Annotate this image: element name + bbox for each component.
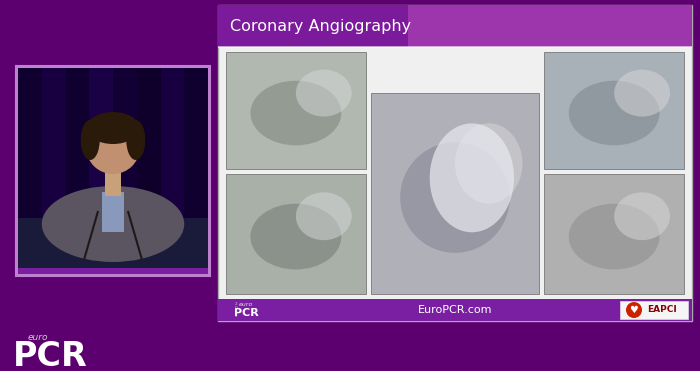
- Ellipse shape: [296, 70, 351, 116]
- Ellipse shape: [296, 192, 351, 240]
- Bar: [226, 174, 365, 294]
- Text: EAPCI: EAPCI: [647, 305, 677, 315]
- Bar: [545, 52, 684, 170]
- Bar: [66, 68, 90, 232]
- Text: PCR: PCR: [234, 308, 258, 318]
- Ellipse shape: [400, 142, 510, 253]
- Bar: [90, 68, 113, 232]
- Bar: [407, 5, 692, 47]
- Bar: [160, 68, 184, 232]
- Bar: [218, 299, 692, 321]
- Ellipse shape: [569, 81, 659, 145]
- Bar: [184, 68, 208, 232]
- Bar: [218, 5, 692, 47]
- Circle shape: [626, 302, 642, 318]
- Ellipse shape: [251, 204, 341, 269]
- Ellipse shape: [42, 186, 184, 262]
- Bar: [18, 268, 208, 274]
- Text: euro: euro: [28, 334, 48, 342]
- Bar: [106, 168, 120, 196]
- Text: EuroPCR.com: EuroPCR.com: [418, 305, 492, 315]
- Bar: [136, 68, 160, 232]
- Bar: [113, 68, 136, 232]
- Ellipse shape: [86, 112, 139, 144]
- Ellipse shape: [251, 81, 341, 145]
- Bar: [18, 218, 208, 268]
- Ellipse shape: [80, 120, 99, 160]
- Bar: [18, 68, 42, 232]
- Bar: [16, 66, 210, 276]
- Text: 2
0
2
3: 2 0 2 3: [234, 302, 237, 318]
- Bar: [620, 301, 688, 319]
- Bar: [18, 68, 208, 268]
- Ellipse shape: [86, 122, 139, 174]
- Bar: [545, 174, 684, 294]
- Bar: [102, 192, 125, 232]
- Bar: [218, 46, 692, 47]
- Bar: [226, 52, 365, 170]
- Bar: [42, 68, 66, 232]
- Bar: [18, 68, 208, 238]
- Ellipse shape: [455, 123, 522, 204]
- Bar: [371, 93, 539, 294]
- Text: PCR: PCR: [13, 339, 88, 371]
- Text: ♥: ♥: [629, 305, 638, 315]
- Ellipse shape: [614, 192, 670, 240]
- Ellipse shape: [430, 124, 514, 232]
- Text: euro: euro: [239, 302, 253, 306]
- Ellipse shape: [569, 204, 659, 269]
- Ellipse shape: [126, 120, 146, 160]
- Bar: [218, 5, 692, 321]
- Text: Coronary Angiography: Coronary Angiography: [230, 19, 411, 33]
- Ellipse shape: [614, 70, 670, 116]
